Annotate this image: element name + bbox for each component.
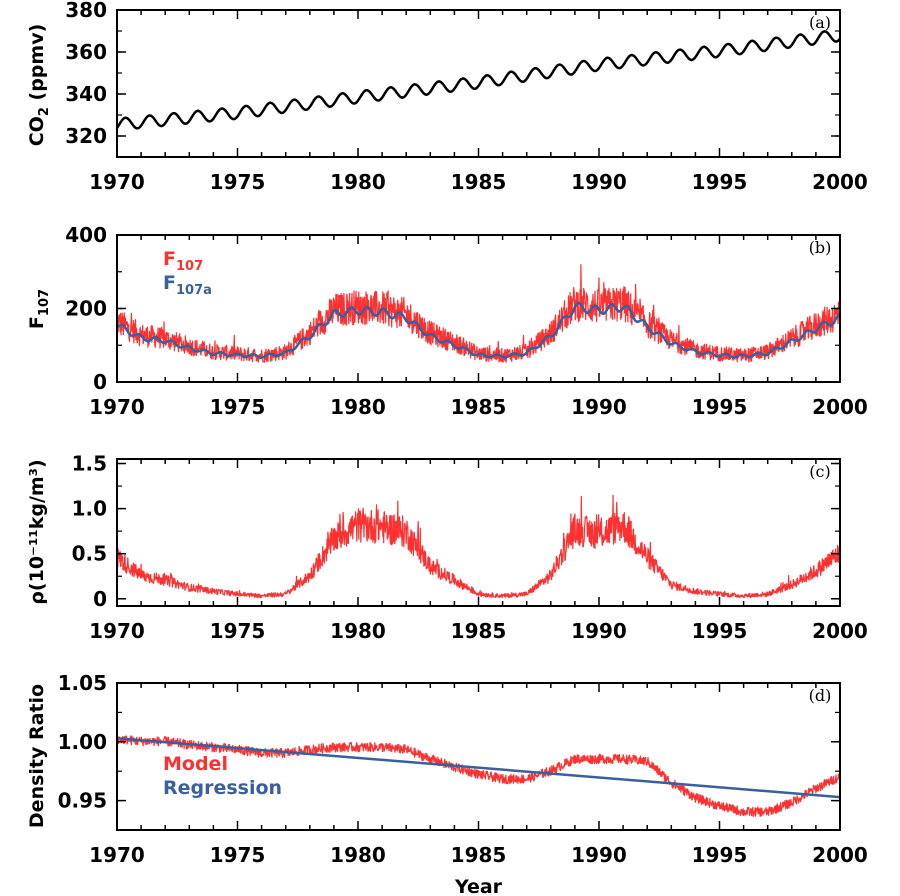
x-tick-label: 1990 bbox=[571, 619, 627, 643]
x-tick-label: 1970 bbox=[89, 170, 145, 194]
series-line-f- bbox=[117, 301, 840, 360]
x-tick-label: 1980 bbox=[330, 395, 386, 419]
y-tick-label: 0.5 bbox=[72, 542, 107, 566]
panel-d: 1970 1975 1980 1985 1990 1995 2000 0.95 1.00 1.05… bbox=[26, 671, 868, 896]
x-tick-label: 1980 bbox=[330, 170, 386, 194]
x-tick-label: 1980 bbox=[330, 843, 386, 867]
legend-entry: Model bbox=[163, 753, 228, 775]
y-tick-label: 0.95 bbox=[58, 789, 107, 813]
x-tick-label: 1985 bbox=[451, 170, 507, 194]
x-axis-title: Year bbox=[454, 876, 503, 896]
plot-area bbox=[117, 30, 840, 130]
y-tick-label: 380 bbox=[65, 0, 107, 22]
panel-c: 1970 1975 1980 1985 1990 1995 2000 0 0.5 1.0 1.5 (c… bbox=[26, 452, 868, 643]
x-tick-label: 1970 bbox=[89, 843, 145, 867]
y-axis-title: CO2 (ppmv) bbox=[26, 24, 52, 147]
y-axis-title: F107 bbox=[26, 289, 52, 329]
series-line-f- bbox=[117, 264, 840, 363]
x-tick-label: 1990 bbox=[571, 843, 627, 867]
y-tick-label: 1.0 bbox=[72, 497, 107, 521]
x-tick-label: 1990 bbox=[571, 170, 627, 194]
series-line-series-0 bbox=[117, 30, 840, 130]
panel-tag: (a) bbox=[809, 13, 831, 32]
y-tick-label: 0 bbox=[93, 370, 107, 394]
y-tick-label: 340 bbox=[65, 82, 107, 106]
y-tick-label: 0 bbox=[93, 587, 107, 611]
x-tick-label: 1975 bbox=[210, 395, 266, 419]
x-tick-label: 1995 bbox=[692, 619, 748, 643]
x-tick-label: 1995 bbox=[692, 843, 748, 867]
series-line-regression bbox=[117, 737, 840, 799]
x-tick-label: 1985 bbox=[451, 619, 507, 643]
y-tick-label: 1.05 bbox=[58, 671, 107, 695]
plot-frame bbox=[116, 458, 841, 607]
x-tick-label: 1975 bbox=[210, 843, 266, 867]
x-tick-label: 1980 bbox=[330, 619, 386, 643]
y-tick-label: 400 bbox=[65, 223, 107, 247]
y-tick-label: 200 bbox=[65, 297, 107, 321]
plot-area bbox=[117, 264, 840, 363]
x-tick-label: 2000 bbox=[812, 843, 868, 867]
x-tick-label: 1970 bbox=[89, 619, 145, 643]
plot-frame bbox=[116, 234, 841, 383]
x-tick-label: 2000 bbox=[812, 170, 868, 194]
x-tick-label: 2000 bbox=[812, 395, 868, 419]
y-tick-label: 320 bbox=[65, 124, 107, 148]
x-tick-label: 1985 bbox=[451, 843, 507, 867]
panel-a: 1970 1975 1980 1985 1990 1995 2000 320 340 360 380… bbox=[26, 0, 868, 194]
x-tick-label: 1995 bbox=[692, 395, 748, 419]
x-tick-label: 1975 bbox=[210, 170, 266, 194]
x-tick-label: 1990 bbox=[571, 395, 627, 419]
series-line-series-0 bbox=[117, 494, 840, 599]
x-tick-label: 1970 bbox=[89, 395, 145, 419]
y-axis-title: Density Ratio bbox=[26, 684, 48, 828]
legend-entry: F107 bbox=[163, 248, 203, 274]
y-axis-title: ρ(10⁻¹¹kg/m³) bbox=[26, 459, 48, 604]
legend-entry: F107a bbox=[163, 272, 212, 298]
x-tick-label: 1995 bbox=[692, 170, 748, 194]
plot-area bbox=[117, 494, 840, 599]
plot-area bbox=[117, 735, 840, 818]
panel-tag: (c) bbox=[809, 462, 830, 481]
x-tick-label: 2000 bbox=[812, 619, 868, 643]
legend-entry: Regression bbox=[163, 777, 282, 799]
y-tick-label: 1.5 bbox=[72, 452, 107, 476]
y-tick-label: 360 bbox=[65, 40, 107, 64]
x-tick-label: 1985 bbox=[451, 395, 507, 419]
plot-frame bbox=[116, 9, 841, 158]
panel-b: 1970 1975 1980 1985 1990 1995 2000 0 200 400 (b) F1… bbox=[26, 223, 868, 419]
panel-tag: (d) bbox=[809, 686, 832, 705]
y-tick-label: 1.00 bbox=[58, 730, 107, 754]
x-tick-label: 1975 bbox=[210, 619, 266, 643]
panel-tag: (b) bbox=[809, 238, 832, 257]
